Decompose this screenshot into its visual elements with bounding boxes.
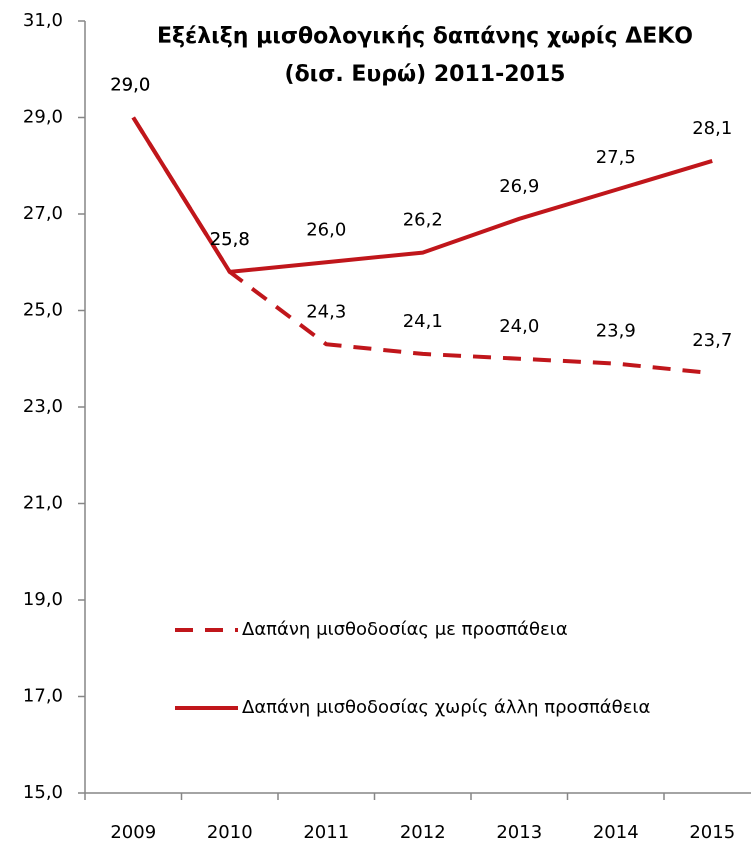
y-tick-label: 27,0 bbox=[23, 203, 63, 224]
y-tick-label: 31,0 bbox=[23, 10, 63, 31]
data-label: 28,1 bbox=[692, 118, 732, 139]
x-tick-label: 2010 bbox=[207, 822, 253, 843]
y-tick-label: 21,0 bbox=[23, 493, 63, 514]
legend-label: Δαπάνη μισθοδοσίας με προσπάθεια bbox=[242, 619, 568, 640]
data-label: 23,9 bbox=[596, 321, 636, 342]
data-label: 26,2 bbox=[403, 210, 443, 231]
data-label: 29,0 bbox=[110, 75, 150, 96]
x-tick-label: 2009 bbox=[110, 822, 156, 843]
y-tick-label: 19,0 bbox=[23, 589, 63, 610]
data-label: 24,0 bbox=[499, 316, 539, 337]
x-tick-label: 2012 bbox=[400, 822, 446, 843]
y-tick-label: 25,0 bbox=[23, 300, 63, 321]
data-label: 25,8 bbox=[210, 229, 250, 250]
data-label: 23,7 bbox=[692, 330, 732, 351]
y-tick-label: 29,0 bbox=[23, 107, 63, 128]
data-label: 26,9 bbox=[499, 176, 539, 197]
data-label: 24,3 bbox=[306, 301, 346, 322]
series-line bbox=[131, 116, 713, 274]
data-label: 26,0 bbox=[306, 219, 346, 240]
data-label: 27,5 bbox=[596, 147, 636, 168]
x-tick-label: 2013 bbox=[496, 822, 542, 843]
y-tick-label: 23,0 bbox=[23, 396, 63, 417]
data-label: 25,8 bbox=[210, 229, 250, 250]
x-tick-label: 2011 bbox=[303, 822, 349, 843]
y-tick-label: 15,0 bbox=[23, 782, 63, 803]
x-tick-label: 2015 bbox=[689, 822, 735, 843]
chart-title: (δισ. Ευρώ) 2011-2015 bbox=[285, 62, 566, 87]
chart-title: Εξέλιξη μισθολογικής δαπάνης χωρίς ΔΕΚΟ bbox=[157, 24, 693, 49]
legend-label: Δαπάνη μισθοδοσίας χωρίς άλλη προσπάθεια bbox=[242, 697, 650, 718]
data-label: 24,1 bbox=[403, 311, 443, 332]
y-tick-label: 17,0 bbox=[23, 686, 63, 707]
data-label: 29,0 bbox=[110, 75, 150, 96]
x-tick-label: 2014 bbox=[593, 822, 639, 843]
